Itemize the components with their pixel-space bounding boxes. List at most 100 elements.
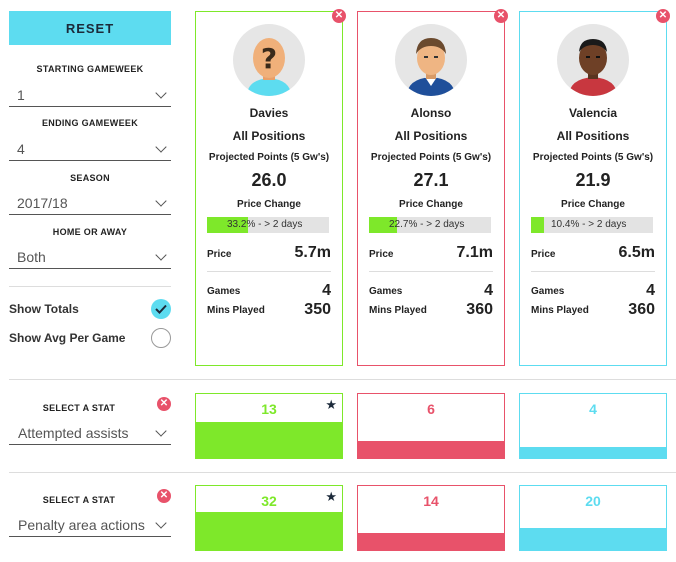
price-change-fill xyxy=(531,217,544,233)
stat-fill xyxy=(358,533,504,550)
price-change-fill xyxy=(207,217,248,233)
remove-player-button[interactable]: ✕ xyxy=(656,9,670,23)
section-divider xyxy=(9,472,676,473)
chevron-down-icon xyxy=(155,425,167,437)
unknown-player-icon: ? xyxy=(233,24,305,96)
player-card-davies: ? Davies All Positions Projected Points … xyxy=(195,11,343,366)
section-divider xyxy=(9,379,676,380)
stat-cell: 32 ★ xyxy=(195,485,343,551)
starting-gameweek-select[interactable]: 1 xyxy=(9,83,171,107)
price-value: 6.5m xyxy=(618,244,655,261)
price-change-text: 22.7% - > 2 days xyxy=(389,219,465,230)
player-position: All Positions xyxy=(556,129,630,143)
check-icon xyxy=(155,304,167,314)
games-label: Games xyxy=(531,286,565,297)
chevron-down-icon xyxy=(155,141,167,153)
projected-points-value: 26.0 xyxy=(251,170,287,190)
card-divider xyxy=(531,271,655,272)
projected-points-label: Projected Points (5 Gw's) xyxy=(208,152,330,163)
season-select[interactable]: 2017/18 xyxy=(9,191,171,215)
star-icon: ★ xyxy=(325,397,337,412)
player-card-valencia: Valencia All Positions Projected Points … xyxy=(519,11,667,366)
show-avg-label: Show Avg Per Game xyxy=(9,331,126,345)
select-stat-label: SELECT A STAT xyxy=(42,495,116,505)
ending-gameweek-label: ENDING GAMEWEEK xyxy=(41,118,138,128)
player-card-alonso: Alonso All Positions Projected Points (5… xyxy=(357,11,505,366)
ending-gameweek-select[interactable]: 4 xyxy=(9,137,171,161)
projected-points-label: Projected Points (5 Gw's) xyxy=(532,152,654,163)
projected-points-value: 21.9 xyxy=(575,170,611,190)
price-label: Price xyxy=(207,249,232,260)
sidebar-divider xyxy=(9,286,171,287)
stat-value: 6 xyxy=(427,401,435,417)
games-label: Games xyxy=(369,286,403,297)
price-value: 5.7m xyxy=(294,244,331,261)
price-label: Price xyxy=(369,249,394,260)
reset-button[interactable]: RESET xyxy=(9,11,171,45)
season-label: SEASON xyxy=(70,173,110,183)
price-label: Price xyxy=(531,249,556,260)
mins-played-value: 360 xyxy=(466,301,493,318)
price-change-label: Price Change xyxy=(399,199,463,210)
chevron-down-icon xyxy=(155,195,167,207)
stat-value: 4 xyxy=(589,401,597,417)
projected-points-value: 27.1 xyxy=(413,170,449,190)
stat-value: 13 xyxy=(261,401,277,417)
projected-points-label: Projected Points (5 Gw's) xyxy=(370,152,492,163)
price-change-bar: 10.4% - > 2 days xyxy=(531,217,653,233)
remove-player-button[interactable]: ✕ xyxy=(332,9,346,23)
remove-player-button[interactable]: ✕ xyxy=(494,9,508,23)
stat-value: 14 xyxy=(423,493,439,509)
stat-fill xyxy=(196,512,342,550)
games-value: 4 xyxy=(484,282,493,299)
remove-stat-button[interactable]: ✕ xyxy=(157,397,171,411)
player-position: All Positions xyxy=(232,129,306,143)
select-stat-label: SELECT A STAT xyxy=(42,403,116,413)
show-totals-checkbox[interactable] xyxy=(151,299,171,319)
mins-played-label: Mins Played xyxy=(369,305,427,316)
remove-stat-button[interactable]: ✕ xyxy=(157,489,171,503)
stat-cell: 13 ★ xyxy=(195,393,343,459)
player-name: Valencia xyxy=(568,106,618,120)
games-value: 4 xyxy=(322,282,331,299)
games-label: Games xyxy=(207,286,241,297)
player-position: All Positions xyxy=(394,129,468,143)
home-or-away-value: Both xyxy=(17,248,46,265)
stat-cell: 4 xyxy=(519,393,667,459)
stat-select[interactable]: Penalty area actions xyxy=(9,513,171,537)
card-divider xyxy=(369,271,493,272)
stat-select-value: Penalty area actions xyxy=(18,516,145,533)
price-change-bar: 22.7% - > 2 days xyxy=(369,217,491,233)
card-divider xyxy=(207,271,331,272)
mins-played-label: Mins Played xyxy=(531,305,589,316)
price-change-fill xyxy=(369,217,397,233)
price-value: 7.1m xyxy=(456,244,493,261)
stat-select-value: Attempted assists xyxy=(18,424,129,441)
season-value: 2017/18 xyxy=(17,194,68,211)
mins-played-value: 360 xyxy=(628,301,655,318)
price-change-text: 10.4% - > 2 days xyxy=(551,219,627,230)
price-change-label: Price Change xyxy=(237,199,301,210)
mins-played-value: 350 xyxy=(304,301,331,318)
stat-cell: 20 xyxy=(519,485,667,551)
stat-fill xyxy=(196,422,342,458)
stat-cell: 6 xyxy=(357,393,505,459)
stat-fill xyxy=(520,528,666,550)
chevron-down-icon xyxy=(155,249,167,261)
show-avg-checkbox[interactable] xyxy=(151,328,171,348)
stat-fill xyxy=(520,447,666,458)
player-avatar-icon xyxy=(557,24,629,96)
stat-select[interactable]: Attempted assists xyxy=(9,421,171,445)
price-change-label: Price Change xyxy=(561,199,625,210)
stat-fill xyxy=(358,441,504,458)
player-avatar-icon xyxy=(395,24,467,96)
ending-gameweek-value: 4 xyxy=(17,140,25,157)
mins-played-label: Mins Played xyxy=(207,305,265,316)
chevron-down-icon xyxy=(155,87,167,99)
starting-gameweek-value: 1 xyxy=(17,86,25,103)
star-icon: ★ xyxy=(325,489,337,504)
chevron-down-icon xyxy=(155,517,167,529)
home-or-away-select[interactable]: Both xyxy=(9,245,171,269)
price-change-text: 33.2% - > 2 days xyxy=(227,219,303,230)
show-totals-label: Show Totals xyxy=(9,302,79,316)
